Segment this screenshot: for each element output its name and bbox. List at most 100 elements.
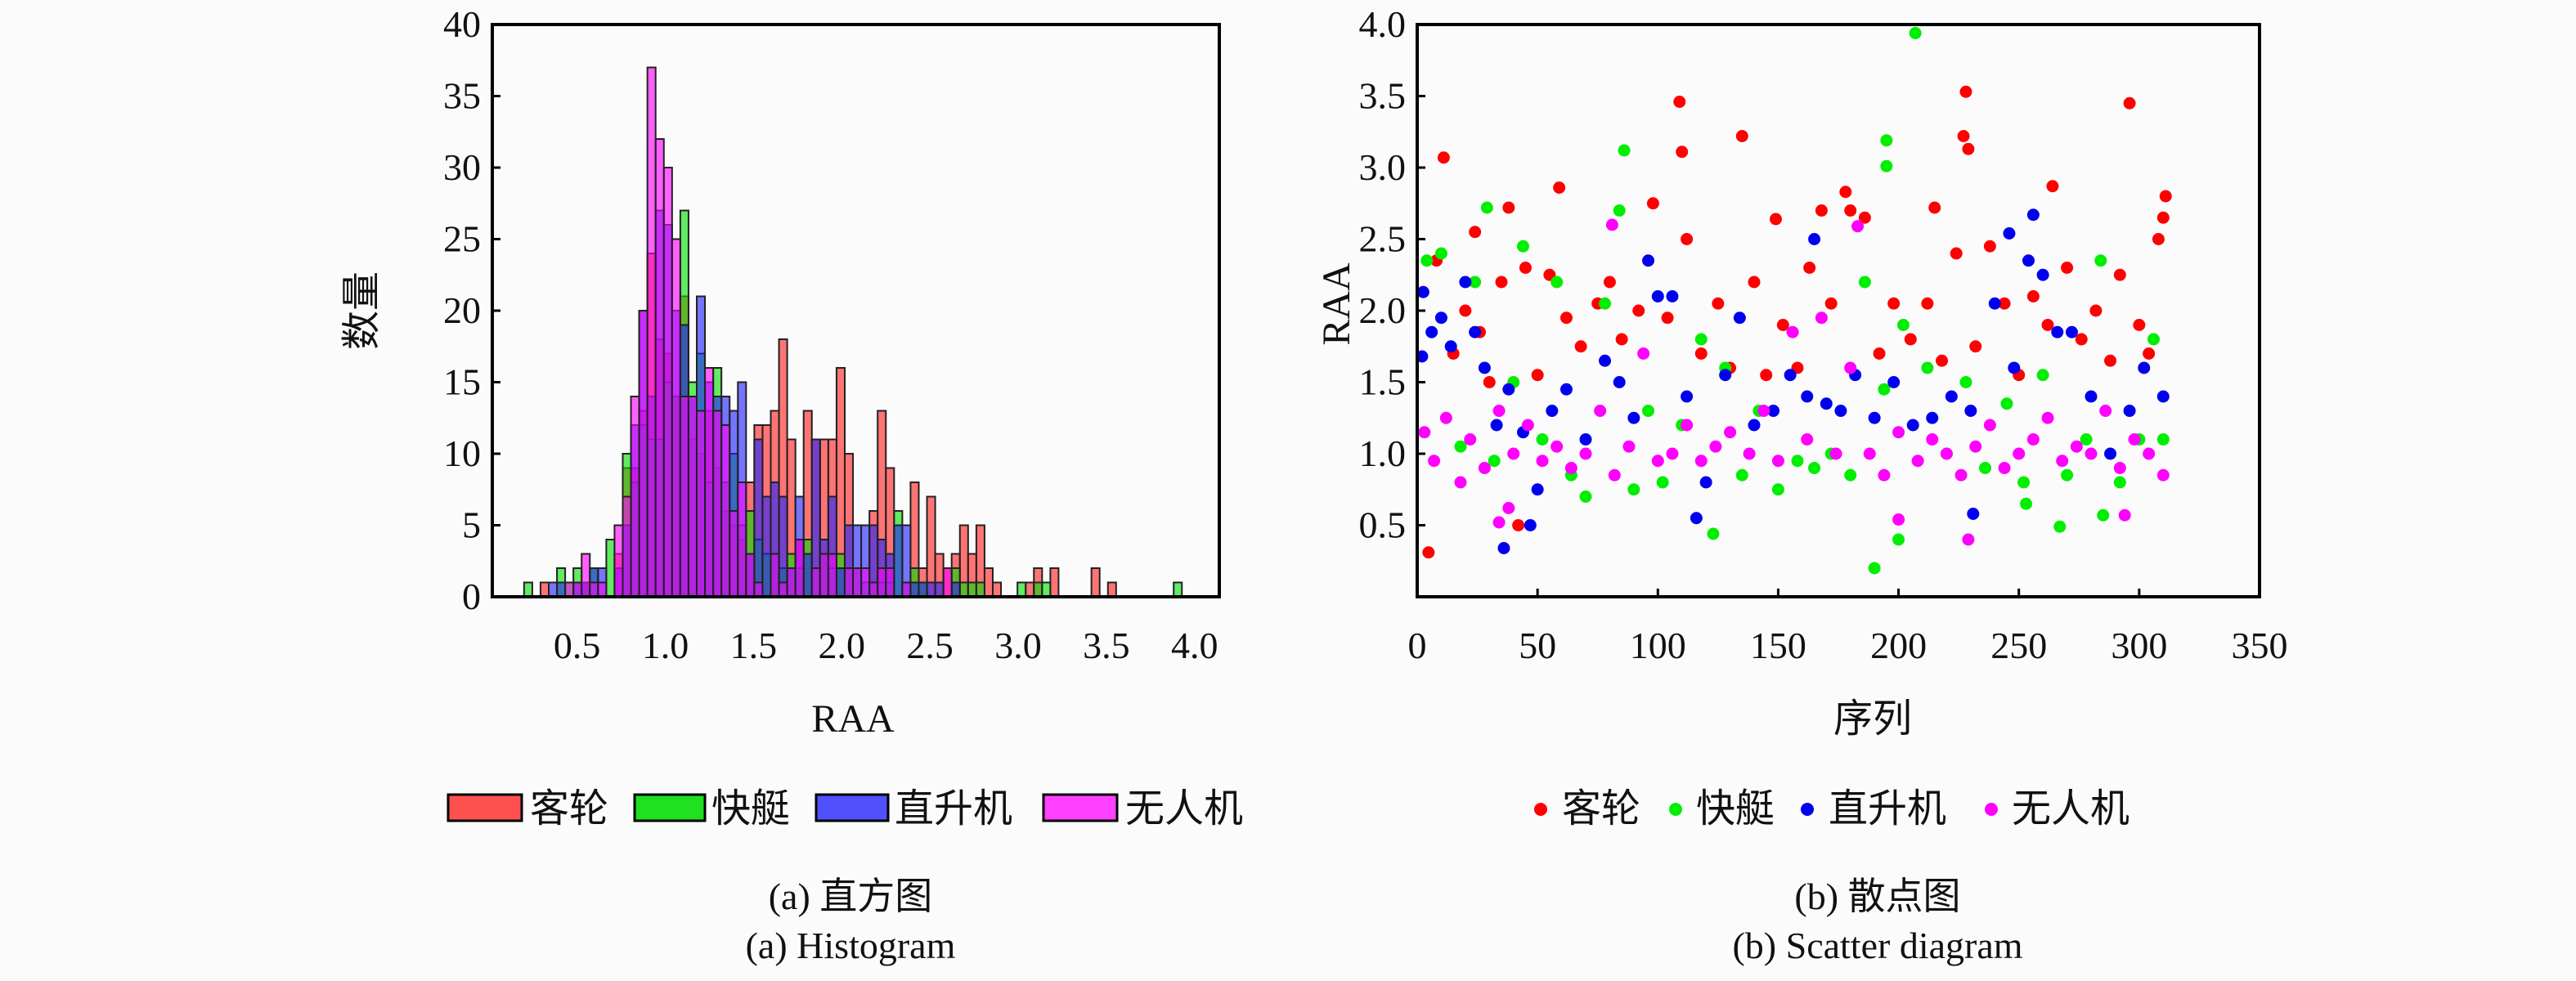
- histogram-bar-series-3: [753, 581, 764, 598]
- scatter-point-series-0: [1531, 369, 1544, 382]
- scatter-point-series-0: [1957, 130, 1970, 142]
- scatter-point-series-2: [1887, 376, 1901, 388]
- legend-swatch-ship: [447, 793, 523, 822]
- legend-label-helicopter: 直升机: [1829, 787, 1946, 831]
- histogram-bar-series-3: [852, 567, 863, 598]
- scatter-point-series-3: [1637, 347, 1650, 360]
- scatter-point-series-3: [2070, 440, 2083, 453]
- scatter-point-series-3: [1622, 440, 1636, 453]
- x-tick-label: 250: [1990, 625, 2047, 666]
- scatter-point-series-2: [1478, 361, 1491, 374]
- legend-item-speedboat: 快艇: [633, 787, 790, 831]
- histogram-bar-series-3: [810, 567, 821, 598]
- scatter-point-series-1: [2061, 468, 2074, 482]
- histogram-bar-series-2: [761, 495, 772, 598]
- scatter-point-series-2: [1416, 350, 1429, 363]
- scatter-point-series-0: [1673, 96, 1686, 108]
- scatter-point-series-1: [2094, 254, 2107, 267]
- x-tick-label: 100: [1630, 625, 1686, 666]
- scatter-point-series-0: [1519, 262, 1532, 274]
- scatter-point-series-0: [1969, 340, 1982, 353]
- scatter-point-series-2: [2026, 208, 2040, 222]
- scatter-point-series-0: [2113, 268, 2126, 281]
- scatter-point-series-2: [1490, 419, 1503, 432]
- scatter-point-series-0: [1950, 247, 1963, 260]
- histogram-bar-series-2: [893, 524, 904, 598]
- histogram-bar-series-3: [720, 424, 731, 598]
- scatter-point-series-1: [1896, 319, 1910, 331]
- scatter-point-series-3: [1892, 426, 1905, 439]
- histogram-bar-series-3: [671, 238, 681, 598]
- x-tick-label: 2.0: [818, 625, 865, 666]
- scatter-point-series-0: [1437, 151, 1450, 164]
- x-tick-label: 4.0: [1171, 625, 1218, 666]
- scatter-point-series-3: [1878, 468, 1891, 482]
- scatter-point-series-1: [2080, 433, 2093, 446]
- scatter-point-series-0: [1483, 376, 1496, 388]
- scatter-point-series-1: [1613, 204, 1626, 217]
- scatter-point-series-2: [1651, 290, 1664, 302]
- scatter-point-series-3: [1492, 405, 1506, 417]
- scatter-point-series-3: [2128, 433, 2141, 446]
- histogram-bar-series-2: [802, 553, 813, 598]
- scatter-point-series-0: [1928, 201, 1941, 214]
- histogram-bar-series-0: [983, 567, 994, 598]
- histogram-frame: [491, 23, 1221, 598]
- histogram-bar-series-1: [605, 539, 616, 598]
- histogram-bar-series-2: [934, 581, 945, 598]
- histogram-bar-series-0: [1090, 567, 1101, 598]
- scatter-point-series-0: [1839, 186, 1852, 199]
- scatter-point-series-3: [2056, 455, 2069, 468]
- scatter-point-series-2: [1834, 405, 1847, 417]
- scatter-point-series-3: [1579, 447, 1592, 460]
- scatter-point-series-3: [1940, 447, 1953, 460]
- scatter-point-series-3: [1439, 411, 1452, 424]
- scatter-point-series-0: [1646, 197, 1659, 210]
- scatter-point-series-0: [1748, 275, 1761, 289]
- histogram-bar-series-3: [942, 567, 953, 598]
- scatter-point-series-0: [1661, 311, 1674, 325]
- histogram-bar-series-3: [827, 553, 837, 598]
- scatter-point-series-3: [1998, 462, 2011, 474]
- scatter-point-series-0: [2041, 319, 2054, 331]
- scatter-point-series-1: [1892, 533, 1905, 546]
- scatter-point-series-3: [1983, 419, 1996, 432]
- scatter-point-series-2: [2156, 390, 2170, 403]
- histogram-bar-series-3: [712, 410, 723, 598]
- scatter-point-series-3: [1492, 516, 1506, 529]
- y-tick-label: 4.0: [1359, 3, 1407, 45]
- scatter-point-series-0: [1803, 262, 1816, 274]
- histogram-bar-series-3: [860, 567, 871, 598]
- scatter-point-series-1: [1909, 27, 1922, 39]
- scatter-frame: [1416, 23, 2261, 598]
- histogram-bar-series-3: [877, 567, 887, 598]
- scatter-point-series-3: [1651, 455, 1664, 468]
- histogram-panel: 0 5 10 15 20 25 30 35 40 0.5 1.0 1.5 2.0 2.5 3.0 3.5 4.0…: [340, 3, 1243, 966]
- histogram-bar-series-3: [638, 310, 648, 598]
- histogram-bar-series-2: [909, 581, 920, 598]
- scatter-point-series-0: [1998, 297, 2011, 310]
- scatter-point-series-2: [1964, 405, 1977, 417]
- scatter-point-series-3: [1694, 455, 1708, 468]
- histogram-bar-series-3: [843, 567, 855, 598]
- scatter-point-series-1: [1921, 361, 1934, 374]
- histogram-bar-series-3: [564, 581, 575, 598]
- scatter-legend: 客轮 快艇 直升机 无人机: [1534, 787, 2129, 831]
- histogram-legend: 客轮 快艇 直升机 无人机: [447, 787, 1243, 831]
- scatter-point-series-3: [1681, 419, 1694, 432]
- scatter-points: [1416, 27, 2172, 575]
- x-tick-label: 0: [1408, 625, 1427, 666]
- scatter-point-series-2: [1926, 411, 1939, 424]
- scatter-caption-cn: (b) 散点图: [1794, 876, 1960, 917]
- scatter-point-series-2: [1642, 254, 1655, 267]
- x-tick-label: 1.5: [730, 625, 778, 666]
- scatter-point-series-2: [1808, 233, 1821, 245]
- histogram-bar-series-1: [1173, 581, 1183, 598]
- scatter-point-series-0: [1676, 146, 1689, 159]
- histogram-bar-series-3: [745, 553, 756, 598]
- legend-item-ship: 客轮: [447, 787, 608, 831]
- scatter-point-series-1: [1627, 483, 1640, 496]
- scatter-point-series-3: [2026, 433, 2040, 446]
- scatter-point-series-1: [1735, 468, 1748, 482]
- scatter-point-series-2: [1546, 405, 1559, 417]
